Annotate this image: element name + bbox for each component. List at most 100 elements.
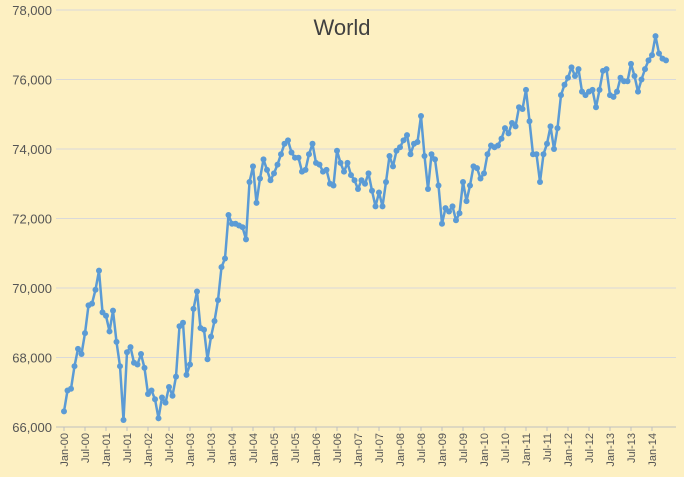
data-point — [407, 151, 414, 158]
x-tick-label: Jan-11 — [521, 433, 533, 466]
data-point — [421, 152, 428, 159]
data-point — [432, 156, 438, 163]
y-tick-label: 74,000 — [12, 142, 52, 157]
data-point — [215, 297, 221, 304]
x-tick-label: Jul-10 — [500, 433, 512, 463]
data-point — [348, 172, 354, 179]
data-point — [355, 185, 361, 192]
data-point — [642, 66, 648, 73]
data-point — [404, 132, 410, 139]
data-point — [477, 175, 484, 182]
data-point — [561, 81, 568, 88]
data-point — [495, 142, 501, 149]
data-point — [460, 179, 466, 186]
data-point — [124, 349, 130, 356]
data-point — [593, 104, 599, 111]
data-point — [628, 60, 634, 67]
x-tick-label: Jul-12 — [584, 433, 596, 463]
data-point — [558, 92, 564, 99]
y-tick-label: 76,000 — [12, 73, 52, 88]
chart-title: World — [313, 15, 370, 40]
data-point — [523, 86, 529, 93]
data-point — [645, 57, 652, 64]
y-tick-label: 66,000 — [12, 420, 52, 435]
data-point — [540, 151, 547, 158]
data-point — [379, 203, 386, 210]
data-point — [222, 255, 228, 262]
x-tick-label: Jul-01 — [122, 433, 134, 463]
data-point — [656, 50, 662, 57]
data-point — [267, 177, 274, 184]
data-point — [106, 328, 113, 335]
data-point — [351, 177, 358, 184]
data-point — [152, 396, 158, 403]
series-line — [62, 34, 667, 422]
data-point — [250, 163, 256, 170]
data-point — [467, 182, 473, 189]
data-point — [463, 198, 470, 205]
x-tick-label: Jan-04 — [227, 433, 239, 467]
y-tick-label: 68,000 — [12, 351, 52, 366]
data-point — [117, 363, 123, 370]
data-point — [173, 373, 179, 380]
x-tick-label: Jan-12 — [563, 433, 575, 467]
x-tick-label: Jul-07 — [374, 433, 386, 463]
data-point — [649, 52, 655, 59]
data-point — [589, 86, 596, 93]
data-point — [418, 112, 424, 119]
data-point — [61, 408, 67, 415]
data-point — [365, 170, 372, 177]
data-point — [456, 210, 463, 217]
data-point — [68, 385, 74, 392]
data-point — [663, 57, 669, 64]
x-tick-label: Jan-02 — [143, 433, 155, 467]
x-tick-label: Jan-09 — [437, 433, 449, 467]
x-tick-label: Jul-05 — [290, 433, 302, 463]
data-point — [295, 154, 302, 161]
data-point — [201, 326, 207, 333]
data-point — [446, 208, 452, 215]
data-point — [512, 123, 519, 130]
data-point — [344, 159, 351, 166]
data-point — [148, 387, 155, 394]
data-point — [614, 88, 620, 95]
data-point — [341, 168, 347, 175]
x-tick-label: Jan-03 — [185, 433, 197, 467]
data-point — [376, 189, 382, 196]
data-point — [110, 307, 116, 314]
x-tick-label: Jul-08 — [416, 433, 428, 463]
x-tick-label: Jan-01 — [101, 433, 113, 467]
data-point — [652, 33, 659, 40]
data-point — [383, 179, 389, 186]
data-point — [309, 140, 316, 147]
data-point — [610, 93, 617, 100]
data-point — [243, 236, 249, 243]
data-point — [547, 123, 554, 130]
x-tick-label: Jul-06 — [332, 433, 344, 463]
data-point — [264, 166, 270, 173]
data-point — [362, 180, 368, 187]
gridlines — [56, 9, 676, 358]
x-tick-label: Jan-06 — [311, 433, 323, 467]
data-point — [397, 144, 403, 151]
data-point — [127, 344, 134, 351]
data-point — [278, 151, 284, 158]
data-point — [260, 156, 267, 163]
data-point — [544, 140, 550, 147]
data-point — [302, 166, 309, 173]
data-point — [435, 182, 442, 189]
data-point — [635, 88, 641, 95]
data-point — [306, 151, 312, 158]
data-point — [218, 264, 225, 271]
data-point — [141, 364, 148, 371]
data-point — [82, 330, 88, 337]
data-point — [138, 351, 144, 358]
data-point — [288, 149, 295, 156]
data-point — [169, 392, 176, 399]
data-point — [96, 267, 102, 274]
data-point — [225, 212, 232, 219]
y-tick-label: 72,000 — [12, 212, 52, 227]
data-point — [190, 305, 197, 312]
